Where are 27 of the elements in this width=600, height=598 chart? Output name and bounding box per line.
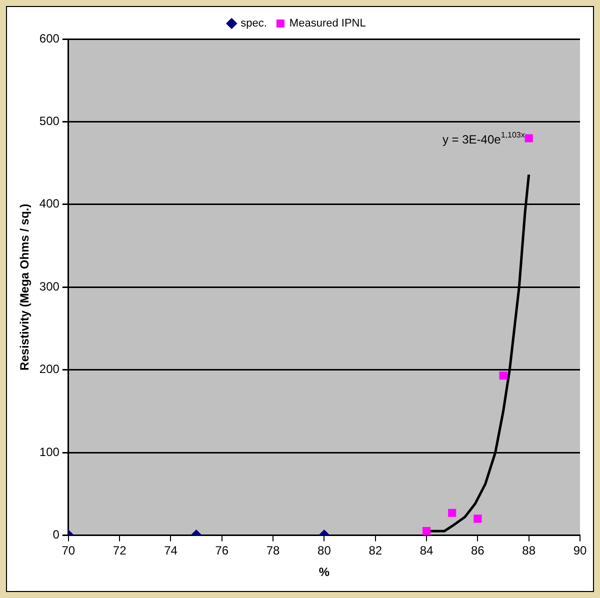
legend-label: Measured IPNL [289, 18, 366, 30]
x-tick-label: 80 [318, 544, 332, 558]
x-tick-label: 78 [266, 544, 280, 558]
point [448, 508, 456, 517]
x-tick-label: 70 [62, 544, 76, 558]
y-tick-label: 300 [39, 279, 60, 294]
x-tick-label: 76 [215, 544, 229, 558]
y-tick-label: 0 [52, 528, 60, 542]
x-tick-label: 72 [112, 544, 127, 558]
y-tick-label: 200 [39, 362, 60, 376]
point [499, 372, 508, 380]
point [422, 527, 431, 536]
y-tick-label: 600 [39, 31, 60, 46]
legend-label: spec. [240, 18, 267, 30]
x-tick-label: 88 [522, 544, 536, 558]
x-tick-label: 90 [573, 544, 587, 558]
y-tick-label: 500 [39, 114, 60, 128]
y-tick-label: 100 [39, 444, 60, 459]
x-tick-label: 74 [164, 544, 178, 558]
point [524, 134, 533, 142]
y-tick-label: 400 [39, 196, 60, 211]
x-tick-label: 84 [420, 544, 434, 558]
x-axis-title: % [318, 565, 330, 580]
point [474, 514, 482, 523]
y-axis-title: Resistivity (Mega Ohms / sq.) [18, 204, 32, 370]
x-tick-label: 82 [368, 544, 382, 558]
x-tick-label: 86 [471, 544, 485, 558]
